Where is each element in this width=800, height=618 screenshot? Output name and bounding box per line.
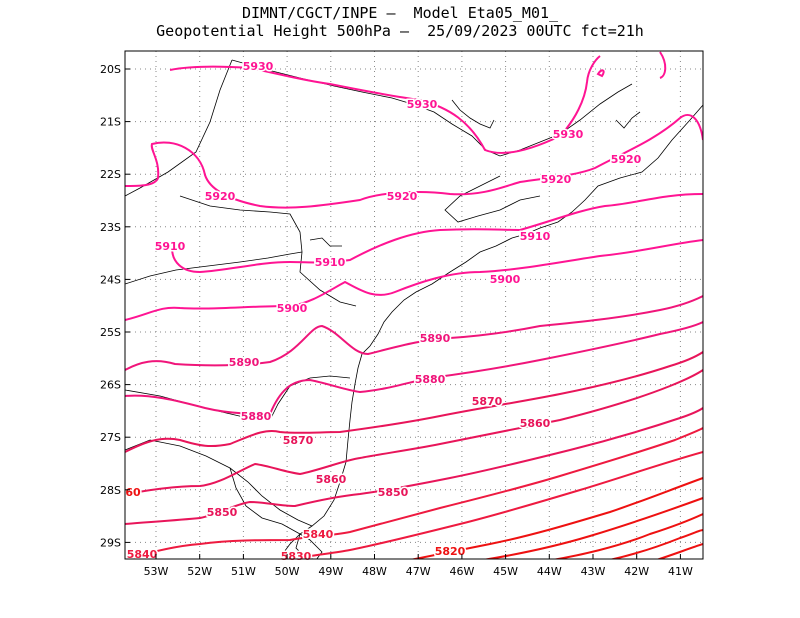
contour-line-5920a <box>125 113 703 209</box>
contour-label: 5880 <box>241 410 272 423</box>
state-border-mg-sp <box>231 59 633 157</box>
contour-line-5790a <box>609 529 703 559</box>
state-border-goias <box>125 59 233 197</box>
lon-tick-label: 46W <box>449 565 474 578</box>
contour-label: 5860 <box>520 417 551 430</box>
contour-line-5840a <box>125 427 703 559</box>
axis-ticks: 53W 52W 51W 50W 49W 48W 47W 46W 45W 44W 43W 42W 41W 2… <box>100 63 693 578</box>
contour-label: 5890 <box>229 356 260 369</box>
contour-line-5870a <box>125 351 703 453</box>
contour-line-5780a <box>656 543 703 559</box>
lat-tick-label: 26S <box>100 379 121 392</box>
lon-tick-label: 50W <box>275 565 300 578</box>
contour-label: 60 <box>125 486 141 499</box>
contour-label: 5920 <box>611 153 642 166</box>
contour-label: 5880 <box>415 373 446 386</box>
lat-tick-label: 29S <box>100 536 121 549</box>
lat-tick-label: 21S <box>100 116 121 129</box>
lat-tick-label: 22S <box>100 168 121 181</box>
contour-line-5810a <box>482 497 703 559</box>
contour-line-5930a <box>169 55 601 154</box>
contour-line-5930b <box>659 51 667 79</box>
contour-label: 5870 <box>283 434 314 447</box>
contour-label: 5870 <box>472 395 503 408</box>
bay-guanabara <box>451 99 495 129</box>
contour-line-5880a <box>125 321 703 416</box>
contour-label: 5860 <box>316 473 347 486</box>
border-argentina <box>229 467 301 535</box>
map-frame <box>124 50 704 560</box>
contour-line-5910a <box>171 193 703 274</box>
lon-tick-label: 53W <box>144 565 169 578</box>
lon-tick-label: 41W <box>668 565 693 578</box>
lat-tick-label: 27S <box>100 431 121 444</box>
contour-line-5930c <box>596 69 605 78</box>
map-title-line2: Geopotential Height 500hPa — 25/09/2023 … <box>156 22 644 40</box>
coastline <box>281 104 703 559</box>
contour-label: 5920 <box>541 173 572 186</box>
contour-label: 5910 <box>315 256 346 269</box>
lon-tick-label: 43W <box>581 565 606 578</box>
contour-label: 5930 <box>407 98 438 111</box>
contour-label: 5920 <box>387 190 418 203</box>
river-parana <box>309 237 342 247</box>
contour-label: 5910 <box>520 230 551 243</box>
contour-labels: 5930 5930 5930 5920 5920 5920 5920 5910 5910 5910… <box>124 59 643 565</box>
contour-label: 5930 <box>553 128 584 141</box>
contour-line-5890a <box>125 295 703 371</box>
lat-tick-label: 28S <box>100 484 121 497</box>
contour-label: 5900 <box>277 302 308 315</box>
contour-label: 5830 <box>281 550 312 563</box>
contour-label: 5930 <box>243 60 274 73</box>
lon-tick-label: 52W <box>187 565 212 578</box>
contour-line-5830a <box>288 451 703 559</box>
lon-tick-label: 45W <box>493 565 518 578</box>
map-title-line1: DIMNT/CGCT/INPE — Model Eta05_M01_ <box>241 4 559 22</box>
contour-line-5900a <box>125 239 703 321</box>
state-border-sp-rj <box>444 175 541 223</box>
contour-label: 5850 <box>207 506 238 519</box>
lagoon-patos <box>295 533 323 559</box>
lon-tick-label: 47W <box>406 565 431 578</box>
lon-tick-label: 51W <box>231 565 256 578</box>
state-border-ms-sp <box>179 195 357 307</box>
lon-tick-label: 42W <box>624 565 649 578</box>
contour-label: 5850 <box>378 486 409 499</box>
contour-line-5820a <box>409 477 703 559</box>
lon-tick-label: 44W <box>537 565 562 578</box>
lat-tick-label: 25S <box>100 326 121 339</box>
contour-label: 5900 <box>490 273 521 286</box>
reservoir-east <box>615 111 641 129</box>
state-border-rs-sc <box>125 439 313 527</box>
contour-label: 5840 <box>303 528 334 541</box>
state-border-paraguay <box>125 251 303 285</box>
contour-label: 5820 <box>435 545 466 558</box>
lon-tick-label: 48W <box>362 565 387 578</box>
contour-label: 5920 <box>205 190 236 203</box>
contour-line-5800a <box>552 513 703 559</box>
lat-tick-label: 23S <box>100 221 121 234</box>
contour-line-5860a <box>125 369 703 495</box>
contour-label: 5910 <box>155 240 186 253</box>
coastline-borders <box>125 59 703 559</box>
contour-line-5850a <box>125 407 703 525</box>
lon-tick-label: 49W <box>318 565 343 578</box>
lat-tick-label: 24S <box>100 273 121 286</box>
geopotential-contours <box>125 51 703 559</box>
lat-tick-label: 20S <box>100 63 121 76</box>
contour-label: 5890 <box>420 332 451 345</box>
